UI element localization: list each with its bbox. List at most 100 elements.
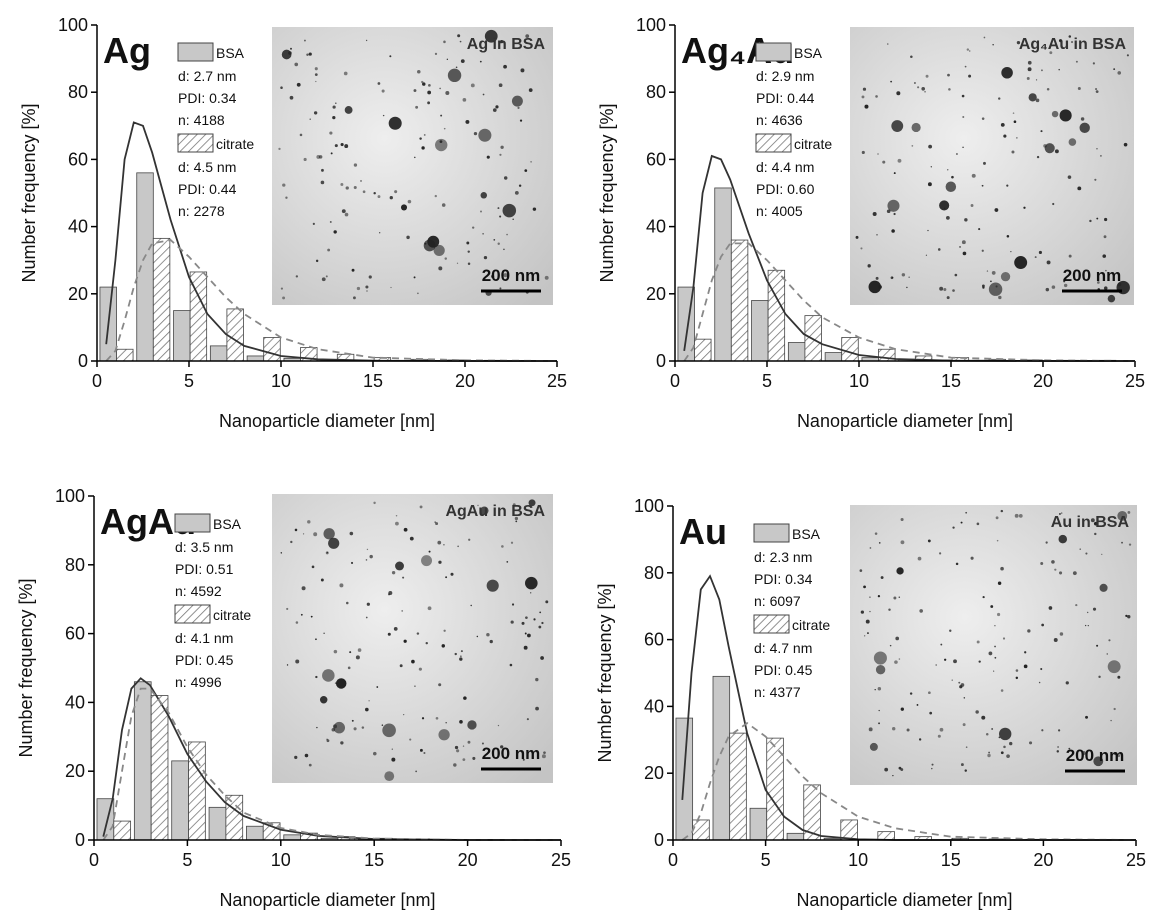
tem-particle bbox=[917, 86, 920, 89]
legend-swatch bbox=[177, 42, 214, 62]
x-tick-label: 20 bbox=[1033, 371, 1053, 391]
tem-particle bbox=[887, 43, 889, 45]
tem-particle bbox=[360, 180, 362, 182]
y-tick-label: 40 bbox=[65, 692, 85, 712]
tem-particle bbox=[990, 605, 994, 608]
tem-particle bbox=[928, 691, 931, 695]
tem-particle bbox=[1059, 571, 1063, 575]
tem-particle bbox=[441, 644, 445, 648]
tem-particle bbox=[499, 153, 502, 156]
tem-particle bbox=[391, 570, 396, 575]
tem-particle bbox=[867, 264, 871, 268]
tem-particle bbox=[1126, 54, 1129, 57]
legend-stat: n: 4005 bbox=[756, 203, 803, 219]
bar bbox=[133, 681, 152, 841]
inset-label: Ag₄Au in BSA bbox=[1019, 36, 1127, 53]
tem-particle bbox=[384, 771, 395, 782]
tem-particle bbox=[991, 271, 996, 275]
tem-particle bbox=[477, 504, 479, 507]
tem-particle bbox=[997, 612, 1001, 617]
y-tick-label: 80 bbox=[65, 555, 85, 575]
tem-particle bbox=[991, 728, 994, 730]
tem-particle bbox=[349, 531, 354, 536]
tem-particle bbox=[350, 561, 354, 565]
tem-particle bbox=[1108, 639, 1111, 642]
tem-particle bbox=[1117, 282, 1122, 287]
tem-image bbox=[272, 27, 553, 305]
tem-particle bbox=[910, 55, 913, 58]
tem-particle bbox=[931, 763, 934, 766]
tem-particle bbox=[457, 34, 461, 38]
y-tick-label: 60 bbox=[644, 630, 664, 650]
tem-particle bbox=[873, 651, 887, 665]
tem-particle bbox=[1059, 632, 1064, 636]
tem-particle bbox=[1029, 741, 1033, 745]
tem-particle bbox=[960, 763, 964, 767]
tem-particle bbox=[323, 632, 325, 634]
tem-particle bbox=[280, 86, 283, 89]
tem-particle bbox=[286, 664, 289, 666]
tem-particle bbox=[450, 572, 454, 576]
tem-particle bbox=[364, 707, 369, 712]
y-axis-label: Number frequency [%] bbox=[19, 103, 39, 282]
tem-particle bbox=[1041, 69, 1043, 72]
bar bbox=[714, 187, 732, 362]
tem-particle bbox=[331, 727, 336, 732]
tem-particle bbox=[351, 719, 354, 722]
tem-particle bbox=[403, 527, 408, 532]
tem-particle bbox=[456, 749, 460, 753]
tem-particle bbox=[964, 769, 967, 772]
tem-particle bbox=[525, 34, 530, 39]
legend-stat: d: 4.4 nm bbox=[756, 159, 814, 175]
tem-particle bbox=[1093, 521, 1098, 526]
tem-particle bbox=[965, 511, 968, 514]
tem-particle bbox=[986, 270, 989, 272]
tem-particle bbox=[510, 541, 514, 544]
tem-particle bbox=[1128, 543, 1132, 546]
tem-particle bbox=[463, 696, 467, 700]
fit-curve bbox=[683, 242, 1136, 362]
tem-particle bbox=[377, 82, 381, 85]
tem-particle bbox=[453, 763, 457, 767]
tem-particle bbox=[325, 275, 328, 278]
tem-particle bbox=[540, 656, 544, 660]
tem-particle bbox=[1040, 130, 1043, 133]
legend-swatch bbox=[755, 133, 792, 153]
tem-particle bbox=[900, 707, 904, 711]
tem-particle bbox=[389, 196, 393, 200]
tem-particle bbox=[286, 607, 289, 611]
legend-label: citrate bbox=[792, 617, 830, 633]
tem-particle bbox=[308, 52, 312, 56]
tem-particle bbox=[309, 118, 311, 120]
tem-particle bbox=[976, 522, 980, 526]
tem-particle bbox=[994, 625, 996, 627]
tem-particle bbox=[402, 576, 405, 579]
tem-particle bbox=[315, 259, 319, 263]
bar bbox=[246, 825, 264, 841]
tem-particle bbox=[959, 245, 961, 248]
tem-particle bbox=[365, 616, 368, 619]
tem-particle bbox=[491, 274, 495, 279]
tem-particle bbox=[1034, 256, 1037, 259]
tem-particle bbox=[365, 559, 368, 561]
legend-stat: PDI: 0.51 bbox=[175, 561, 234, 577]
legend-stat: n: 2278 bbox=[178, 203, 225, 219]
tem-particle bbox=[387, 632, 391, 636]
tem-particle bbox=[1068, 138, 1077, 146]
tem-particle bbox=[947, 73, 950, 77]
tem-particle bbox=[544, 275, 549, 280]
x-axis-label: Nanoparticle diameter [nm] bbox=[219, 890, 435, 910]
tem-particle bbox=[946, 216, 950, 220]
tem-particle bbox=[1027, 67, 1032, 72]
bar bbox=[226, 308, 244, 362]
tem-particle bbox=[869, 742, 878, 751]
tem-particle bbox=[878, 722, 880, 725]
tem-particle bbox=[530, 592, 532, 594]
tem-particle bbox=[315, 638, 317, 641]
tem-particle bbox=[333, 230, 337, 234]
tem-particle bbox=[1077, 86, 1081, 90]
x-tick-label: 5 bbox=[184, 371, 194, 391]
tem-particle bbox=[1040, 668, 1043, 671]
tem-particle bbox=[466, 241, 470, 245]
tem-particle bbox=[1009, 741, 1013, 746]
